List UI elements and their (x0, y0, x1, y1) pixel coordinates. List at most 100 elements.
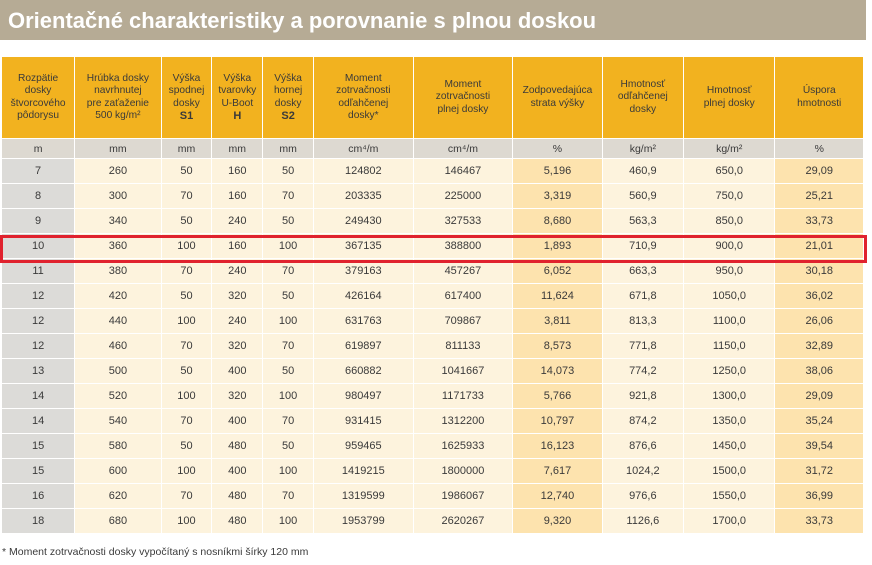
table-cell: 980497 (314, 384, 414, 409)
table-cell: 774,2 (602, 359, 684, 384)
table-cell: 11 (2, 259, 76, 284)
table-cell: 70 (161, 334, 213, 359)
table-cell: 160 (212, 159, 264, 184)
table-cell: 100 (263, 459, 315, 484)
table-cell: 320 (212, 384, 264, 409)
column-header-symbol: S1 (179, 110, 194, 122)
table-cell: 70 (161, 409, 213, 434)
column-unit: m (2, 139, 76, 159)
table-cell: 39,54 (775, 434, 864, 459)
table-cell: 1625933 (413, 434, 514, 459)
table-cell: 260 (75, 159, 162, 184)
table-cell: 50 (263, 284, 315, 309)
table-cell: 976,6 (602, 484, 684, 509)
table-cell: 31,72 (775, 459, 864, 484)
table-cell: 1953799 (314, 509, 414, 534)
table-cell: 1,893 (513, 234, 603, 259)
table-cell: 631763 (314, 309, 414, 334)
table-cell: 850,0 (683, 209, 776, 234)
table-cell: 1550,0 (683, 484, 776, 509)
table-cell: 50 (161, 159, 213, 184)
table-cell: 70 (161, 259, 213, 284)
table-row: 12 460 70 320 70 619897 811133 8,573 771,8 1150,0… (2, 334, 864, 359)
table-cell: 379163 (314, 259, 414, 284)
table-cell: 2620267 (413, 509, 514, 534)
table-cell: 26,06 (775, 309, 864, 334)
table-cell: 600 (75, 459, 162, 484)
column-header-label: Výška spodnej dosky (168, 72, 205, 109)
table-cell: 1100,0 (683, 309, 776, 334)
column-unit: mm (263, 139, 315, 159)
column-header-label: Hrúbka dosky navrhnutej pre zaťaženie 50… (86, 72, 150, 122)
column-header-label: Hmotnosť plnej dosky (703, 85, 755, 109)
column-header-symbol: H (233, 110, 242, 122)
table-cell: 1024,2 (602, 459, 684, 484)
table-cell: 480 (212, 509, 264, 534)
table-cell: 100 (263, 234, 315, 259)
unit-row: m mm mm mm mm cm⁴/m cm⁴/m% kg/m² kg/m²% (2, 139, 864, 159)
table-cell: 203335 (314, 184, 414, 209)
table-row: 12 440 100 240 100 631763 709867 3,811 813,3 1100… (2, 309, 864, 334)
column-header: Úspora hmotnosti (775, 57, 864, 139)
table-cell: 70 (161, 484, 213, 509)
table-cell: 100 (161, 309, 213, 334)
table-cell: 8,680 (513, 209, 603, 234)
column-unit: cm⁴/m (314, 139, 414, 159)
table-cell: 660882 (314, 359, 414, 384)
table-cell: 5,766 (513, 384, 603, 409)
table-cell: 874,2 (602, 409, 684, 434)
column-header-symbol: S2 (281, 110, 295, 122)
table-cell: 6,052 (513, 259, 603, 284)
table-cell: 14 (2, 384, 76, 409)
table-cell: 1500,0 (683, 459, 776, 484)
table-row: 11 380 70 240 70 379163 457267 6,052 663,3 950,0 3… (2, 259, 864, 284)
table-cell: 50 (263, 209, 315, 234)
column-header: Výška tvarovky U-Boot H (212, 57, 264, 139)
table-cell: 10 (2, 234, 76, 259)
table-cell: 12,740 (513, 484, 603, 509)
table-cell: 12 (2, 334, 76, 359)
table-cell: 388800 (413, 234, 514, 259)
table-cell: 400 (212, 359, 264, 384)
table-cell: 1986067 (413, 484, 514, 509)
table-cell: 100 (161, 459, 213, 484)
column-header-label: Úspora hmotnosti (797, 85, 842, 109)
table-cell: 771,8 (602, 334, 684, 359)
column-unit: % (513, 139, 603, 159)
column-header-label: Výška hornej dosky (273, 72, 303, 109)
table-cell: 811133 (413, 334, 514, 359)
table-cell: 100 (263, 509, 315, 534)
table-cell: 35,24 (775, 409, 864, 434)
column-unit: mm (161, 139, 213, 159)
table-cell: 380 (75, 259, 162, 284)
table-cell: 620 (75, 484, 162, 509)
column-header-label: Výška tvarovky U-Boot (218, 72, 257, 109)
page-title: Orientačné charakteristiky a porovnanie … (8, 8, 597, 33)
table-cell: 9,320 (513, 509, 603, 534)
table-cell: 50 (161, 359, 213, 384)
table-cell: 663,3 (602, 259, 684, 284)
column-unit: kg/m² (602, 139, 684, 159)
table-cell: 1041667 (413, 359, 514, 384)
comparison-table: Rozpätie dosky štvorcového pôdorysu Hrúbk… (2, 57, 864, 534)
table-cell: 750,0 (683, 184, 776, 209)
table-cell: 36,02 (775, 284, 864, 309)
table-cell: 13 (2, 359, 76, 384)
table-cell: 240 (212, 259, 264, 284)
table-cell: 14,073 (513, 359, 603, 384)
table-row: 12 420 50 320 50 426164 617400 11,624 671,8 1050,… (2, 284, 864, 309)
column-unit: cm⁴/m (413, 139, 514, 159)
table-cell: 931415 (314, 409, 414, 434)
table-cell: 1450,0 (683, 434, 776, 459)
column-unit: mm (212, 139, 264, 159)
table-cell: 7 (2, 159, 76, 184)
column-header-label: Moment zotrvačnosti plnej dosky (435, 78, 491, 115)
table-cell: 100 (161, 384, 213, 409)
table-cell: 10,797 (513, 409, 603, 434)
table-cell: 70 (263, 184, 315, 209)
table-cell: 50 (263, 434, 315, 459)
table-cell: 33,73 (775, 509, 864, 534)
table-row: 14 520 100 320 100 980497 1171733 5,766 921,8 130… (2, 384, 864, 409)
table-cell: 146467 (413, 159, 514, 184)
table-cell: 617400 (413, 284, 514, 309)
